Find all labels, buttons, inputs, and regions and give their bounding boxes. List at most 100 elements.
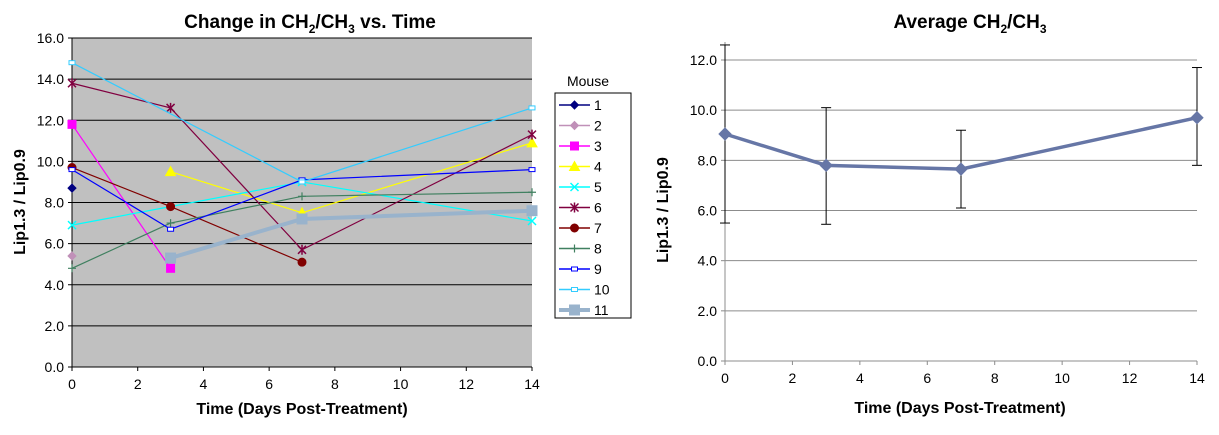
data-point xyxy=(166,263,176,273)
chart2-series xyxy=(718,44,1204,225)
chart1-x-tick-label: 10 xyxy=(393,376,409,392)
chart1-y-tick-label: 10.0 xyxy=(37,153,64,169)
chart1-title-sub2: 3 xyxy=(348,22,355,36)
data-point xyxy=(68,167,76,173)
chart2-y-tick-label: 0.0 xyxy=(698,353,718,369)
legend-marker xyxy=(570,244,579,253)
chart2-x-tick-label: 14 xyxy=(1189,370,1205,386)
legend-item-10: 10 xyxy=(559,282,610,298)
chart2-y-tick-label: 6.0 xyxy=(698,203,718,219)
legend-item-2: 2 xyxy=(559,118,602,134)
average-point xyxy=(718,127,732,141)
data-point xyxy=(528,105,536,111)
chart1-legend: 1 2 3 4 5 6 7 8 9 10 11 xyxy=(559,97,610,318)
chart1-gridlines xyxy=(71,37,532,368)
chart1-y-tick-label: 16.0 xyxy=(37,30,64,46)
chart2-x-ticks: 0 2 4 6 8 10 12 14 xyxy=(721,361,1205,386)
chart1-y-ticks: 0.0 2.0 4.0 6.0 8.0 10.0 12.0 14.0 16.0 xyxy=(37,30,72,375)
chart1-x-ticks: 0 2 4 6 8 10 12 14 xyxy=(68,367,540,392)
legend-marker xyxy=(569,202,580,213)
chart2-y-ticks: 0.0 2.0 4.0 6.0 8.0 10.0 12.0 xyxy=(690,52,725,369)
data-point xyxy=(528,167,536,173)
chart2-x-tick-label: 2 xyxy=(789,370,797,386)
average-point xyxy=(1190,110,1204,125)
data-point xyxy=(166,102,176,113)
chart1-y-tick-label: 8.0 xyxy=(45,195,65,211)
chart1-title-part2: /CH xyxy=(315,12,348,33)
legend-item-7: 7 xyxy=(559,220,602,236)
chart1-title: Change in CH2/CH3 vs. Time xyxy=(184,12,436,36)
series-mouse-8 xyxy=(68,188,536,273)
chart1-x-tick-label: 0 xyxy=(68,376,76,392)
legend-label: 4 xyxy=(594,159,602,175)
chart2-y-tick-label: 10.0 xyxy=(690,102,717,118)
chart-average: Average CH2/CH3 0.02.04.06.08.010.012.0 … xyxy=(655,12,1205,417)
data-point xyxy=(297,257,307,267)
chart2-y-tick-label: 8.0 xyxy=(698,152,718,168)
chart1-x-tick-label: 8 xyxy=(331,376,339,392)
series-line xyxy=(71,191,533,269)
data-point xyxy=(68,264,76,273)
data-point xyxy=(298,179,306,185)
chart1-title-sub1: 2 xyxy=(309,22,316,36)
chart2-y-tick-label: 2.0 xyxy=(698,303,718,319)
average-point xyxy=(954,162,968,176)
chart1-title-part3: vs. Time xyxy=(355,12,436,33)
chart1-x-tick-label: 12 xyxy=(458,376,474,392)
legend-title: Mouse xyxy=(567,73,609,89)
data-point xyxy=(298,192,306,201)
data-point xyxy=(526,205,538,217)
data-point xyxy=(67,220,77,230)
legend-marker xyxy=(568,160,581,171)
chart1-x-tick-label: 2 xyxy=(134,376,142,392)
legend-item-3: 3 xyxy=(559,138,602,154)
data-point xyxy=(165,252,177,264)
data-point xyxy=(296,213,308,225)
series-average xyxy=(718,44,1204,225)
series-mouse-6 xyxy=(67,78,537,255)
legend-marker xyxy=(571,287,578,292)
data-point xyxy=(528,188,536,197)
data-point xyxy=(167,226,175,232)
chart2-x-tick-label: 8 xyxy=(991,370,999,386)
series-mouse-10 xyxy=(68,60,536,185)
data-point xyxy=(527,216,537,226)
legend-marker xyxy=(569,182,580,192)
chart2-x-tick-label: 0 xyxy=(721,370,729,386)
legend-label: 7 xyxy=(594,220,602,236)
average-point xyxy=(819,158,833,173)
legend-label: 11 xyxy=(594,302,609,318)
chart1-y-tick-label: 14.0 xyxy=(37,71,64,87)
chart2-x-tick-label: 10 xyxy=(1054,370,1070,386)
legend-label: 6 xyxy=(594,200,602,216)
chart2-y-tick-label: 4.0 xyxy=(698,253,718,269)
legend-label: 2 xyxy=(594,118,602,134)
legend-label: 5 xyxy=(594,179,602,195)
series-mouse-11 xyxy=(165,205,538,264)
chart1-y-axis-label: Lip1.3 / Lip0.9 xyxy=(12,149,29,255)
legend-item-1: 1 xyxy=(559,97,602,113)
legend-item-9: 9 xyxy=(559,261,602,277)
chart1-x-axis-label: Time (Days Post-Treatment) xyxy=(196,401,407,418)
chart1-y-tick-label: 2.0 xyxy=(45,318,65,334)
series-line xyxy=(71,169,533,230)
data-point xyxy=(526,136,538,148)
data-point xyxy=(68,60,76,66)
series-line xyxy=(71,82,533,251)
chart1-y-tick-label: 6.0 xyxy=(45,236,65,252)
series-mouse-7 xyxy=(67,163,307,267)
average-line xyxy=(724,115,1198,171)
chart1-title-part1: Change in CH xyxy=(184,12,309,33)
chart2-x-tick-label: 12 xyxy=(1122,370,1138,386)
chart2-x-tick-label: 4 xyxy=(856,370,864,386)
data-point xyxy=(67,119,77,129)
series-mouse-2 xyxy=(67,251,77,261)
chart1-y-tick-label: 12.0 xyxy=(37,112,64,128)
series-mouse-1 xyxy=(67,183,77,193)
legend-item-11: 11 xyxy=(559,302,609,318)
legend-item-8: 8 xyxy=(559,241,602,257)
chart2-y-axis-label: Lip1.3 / Lip0.9 xyxy=(655,157,672,263)
legend-marker xyxy=(570,141,579,151)
chart1-x-tick-label: 4 xyxy=(200,376,208,392)
